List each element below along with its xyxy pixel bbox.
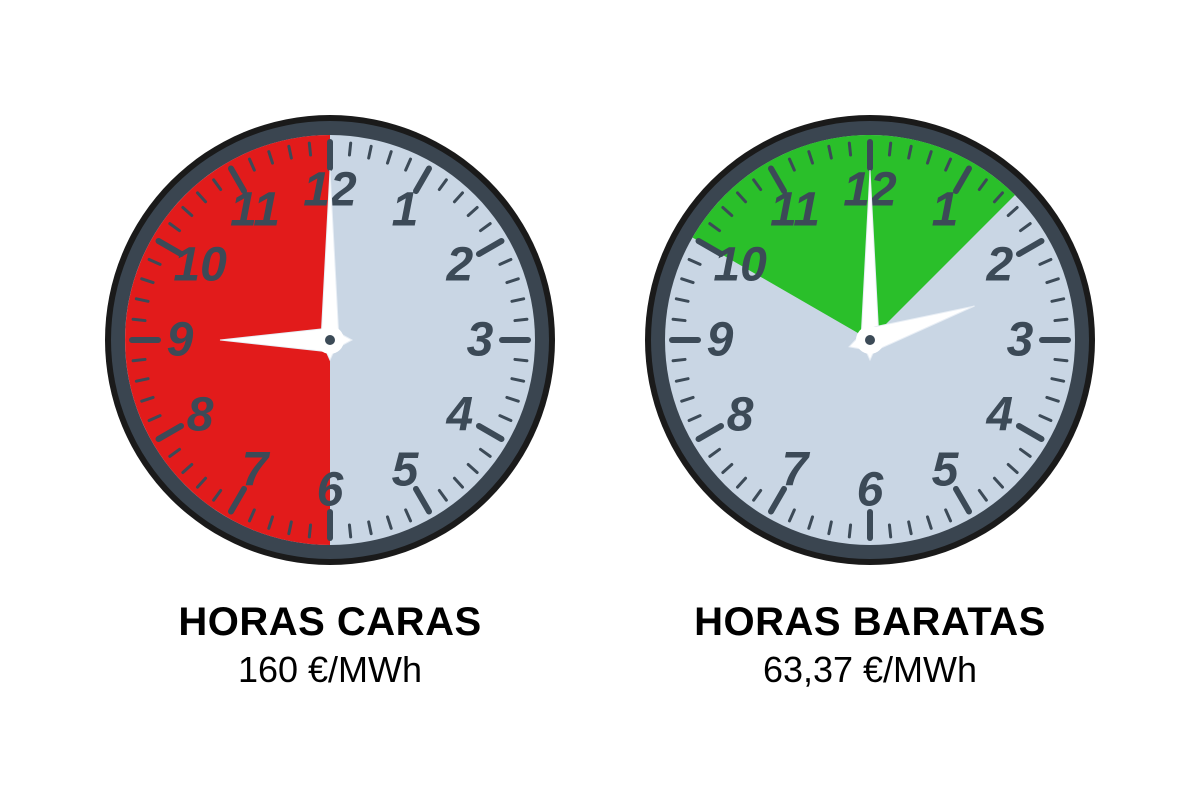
- svg-text:5: 5: [932, 443, 960, 496]
- svg-text:9: 9: [707, 313, 734, 366]
- cheap-clock: 123456789101112: [640, 110, 1100, 570]
- svg-text:11: 11: [230, 183, 280, 236]
- svg-text:8: 8: [727, 388, 754, 441]
- svg-text:2: 2: [986, 238, 1014, 291]
- cheap-title: HORAS BARATAS: [694, 600, 1046, 645]
- expensive-title: HORAS CARAS: [178, 600, 481, 645]
- svg-text:9: 9: [167, 313, 194, 366]
- svg-text:6: 6: [857, 463, 884, 516]
- svg-text:5: 5: [392, 443, 420, 496]
- cheap-price: 63,37 €/MWh: [694, 649, 1046, 691]
- svg-text:7: 7: [782, 443, 811, 496]
- cheap-hours-panel: 123456789101112 HORAS BARATAS 63,37 €/MW…: [640, 110, 1100, 691]
- expensive-clock: 123456789101112: [100, 110, 560, 570]
- svg-text:1: 1: [392, 183, 419, 236]
- svg-text:8: 8: [187, 388, 214, 441]
- svg-text:3: 3: [1007, 313, 1034, 366]
- svg-text:11: 11: [770, 183, 820, 236]
- svg-text:4: 4: [986, 388, 1014, 441]
- svg-text:3: 3: [467, 313, 494, 366]
- svg-text:10: 10: [173, 238, 227, 291]
- svg-text:4: 4: [446, 388, 474, 441]
- svg-text:10: 10: [713, 238, 767, 291]
- expensive-price: 160 €/MWh: [178, 649, 481, 691]
- expensive-hours-panel: 123456789101112 HORAS CARAS 160 €/MWh: [100, 110, 560, 691]
- svg-text:7: 7: [242, 443, 271, 496]
- svg-text:6: 6: [317, 463, 344, 516]
- svg-text:1: 1: [932, 183, 959, 236]
- svg-text:2: 2: [446, 238, 474, 291]
